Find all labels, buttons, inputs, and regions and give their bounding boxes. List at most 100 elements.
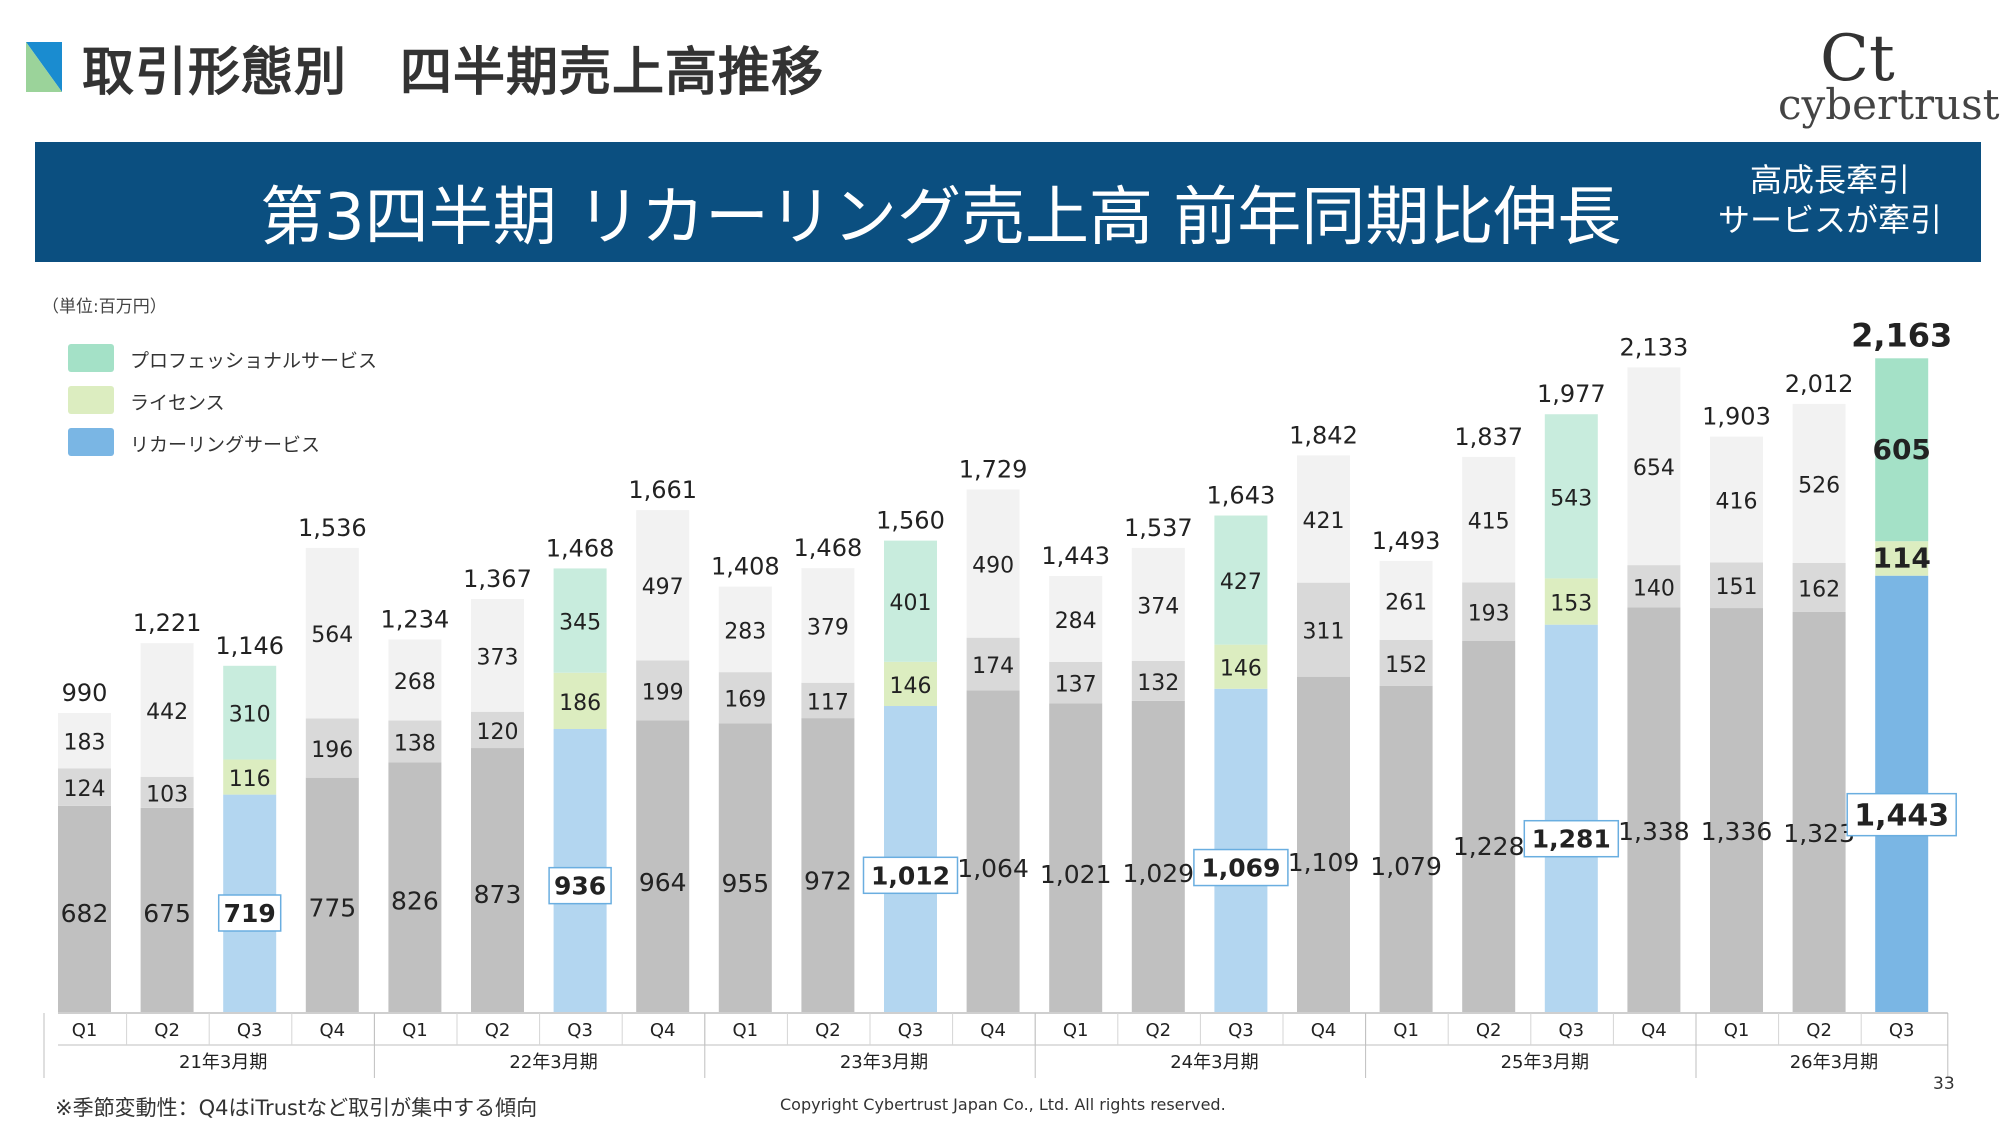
bar-recurring: [718, 723, 772, 1012]
data-label-total: 1,661: [628, 476, 697, 504]
fiscal-year-label: 22年3月期: [509, 1052, 597, 1073]
page-title: 取引形態別 四半期売上高推移: [82, 43, 825, 103]
data-label-license: 103: [146, 782, 188, 807]
data-label-license: 186: [559, 691, 601, 716]
data-label-license: 138: [394, 731, 436, 756]
x-tick-label: Q3: [898, 1020, 924, 1041]
bar-license: [636, 660, 690, 721]
bar-recurring: [1627, 607, 1681, 1012]
data-label-professional: 415: [1468, 510, 1510, 535]
x-tick-label: Q1: [1724, 1020, 1750, 1041]
legend-label-recurring: リカーリングサービス: [130, 434, 321, 456]
data-label-total: 2,133: [1620, 333, 1689, 361]
banner-headline: 第3四半期 リカーリング売上高 前年同期比伸長: [260, 181, 1622, 255]
data-label-recurring: 1,443: [1854, 799, 1949, 834]
bar-license: [1214, 644, 1268, 689]
data-label-license: 117: [807, 690, 849, 715]
bar-professional: [1462, 456, 1516, 583]
bar-license: [388, 720, 442, 763]
data-label-license: 146: [1220, 657, 1262, 682]
fiscal-year-label: 24年3月期: [1170, 1052, 1258, 1073]
bar-professional: [718, 586, 772, 673]
recurring-highlight-box: [862, 856, 959, 895]
bar-license: [801, 682, 855, 719]
bar-recurring: [1049, 703, 1103, 1012]
data-label-recurring: 1,064: [957, 854, 1029, 883]
bar-recurring: [471, 748, 524, 1012]
data-label-total: 1,443: [1041, 542, 1110, 570]
bar-professional: [388, 639, 442, 721]
data-label-professional: 374: [1137, 594, 1179, 619]
bar-license: [1462, 582, 1516, 641]
bar-recurring: [966, 690, 1020, 1012]
data-label-professional: 183: [64, 731, 106, 756]
fiscal-year-label: 26年3月期: [1790, 1052, 1878, 1073]
data-label-license: 120: [477, 720, 519, 745]
bar-professional: [471, 598, 524, 712]
bar-professional: [1049, 576, 1103, 662]
bar-license: [1710, 562, 1763, 609]
x-tick-label: Q2: [815, 1020, 841, 1041]
bar-professional: [1544, 414, 1598, 579]
copyright: Copyright Cybertrust Japan Co., Ltd. All…: [780, 1095, 1226, 1114]
data-label-professional: 543: [1550, 486, 1592, 511]
bar-license: [884, 661, 937, 707]
bar-professional: [58, 712, 111, 769]
bar-professional: [1792, 403, 1846, 563]
data-label-recurring: 1,323: [1783, 819, 1855, 848]
bar-license: [1792, 562, 1846, 612]
data-label-license: 174: [972, 654, 1014, 679]
bar-professional: [966, 489, 1020, 638]
banner-subtext: 高成長牽引 サービスが牽引: [1690, 160, 1970, 240]
data-label-professional: 310: [229, 703, 271, 728]
data-label-total: 1,560: [876, 507, 945, 535]
bar-recurring: [1544, 624, 1598, 1012]
data-label-license: 169: [724, 688, 766, 713]
bar-professional: [801, 568, 855, 683]
x-tick-label: Q1: [402, 1020, 428, 1041]
x-tick-label: Q3: [237, 1020, 263, 1041]
data-label-total: 1,977: [1537, 380, 1606, 408]
data-label-recurring: 1,281: [1532, 825, 1611, 854]
x-tick-label: Q2: [1806, 1020, 1832, 1041]
data-label-license: 199: [642, 680, 684, 705]
data-label-professional: 442: [146, 700, 188, 725]
data-label-license: 311: [1303, 620, 1345, 645]
x-tick-label: Q2: [1476, 1020, 1502, 1041]
data-label-total: 1,468: [794, 534, 863, 562]
data-label-total: 2,163: [1851, 316, 1952, 354]
bar-professional: [223, 665, 277, 760]
data-label-recurring: 1,012: [871, 861, 950, 890]
data-label-recurring: 675: [143, 899, 191, 928]
data-label-license: 114: [1872, 541, 1930, 574]
data-label-professional: 261: [1385, 590, 1427, 615]
bar-license: [223, 759, 277, 795]
data-label-professional: 497: [642, 575, 684, 600]
data-label-license: 151: [1716, 575, 1758, 600]
bar-license: [1875, 541, 1929, 576]
data-label-total: 1,903: [1702, 403, 1771, 431]
data-label-total: 1,493: [1372, 527, 1441, 555]
data-label-total: 1,221: [133, 609, 202, 637]
x-tick-label: Q1: [1393, 1020, 1419, 1041]
bar-license: [58, 768, 111, 806]
bar-professional: [305, 547, 359, 719]
data-label-total: 2,012: [1785, 370, 1854, 398]
legend-label-license: ライセンス: [130, 392, 225, 414]
data-label-total: 990: [62, 679, 108, 707]
data-label-recurring: 1,029: [1123, 859, 1195, 888]
x-tick-label: Q3: [1558, 1020, 1584, 1041]
legend-swatch-license: [68, 386, 114, 414]
data-label-professional: 654: [1633, 456, 1675, 481]
data-label-professional: 401: [890, 591, 932, 616]
x-tick-label: Q2: [1145, 1020, 1171, 1041]
data-label-recurring: 1,069: [1201, 854, 1280, 883]
data-label-license: 152: [1385, 653, 1427, 678]
data-label-total: 1,842: [1289, 421, 1358, 449]
x-tick-label: Q2: [154, 1020, 180, 1041]
data-label-professional: 373: [477, 645, 519, 670]
bar-license: [1049, 661, 1103, 704]
recurring-highlight-box: [217, 894, 282, 932]
data-label-recurring: 775: [308, 894, 356, 923]
data-label-professional: 490: [972, 554, 1014, 579]
